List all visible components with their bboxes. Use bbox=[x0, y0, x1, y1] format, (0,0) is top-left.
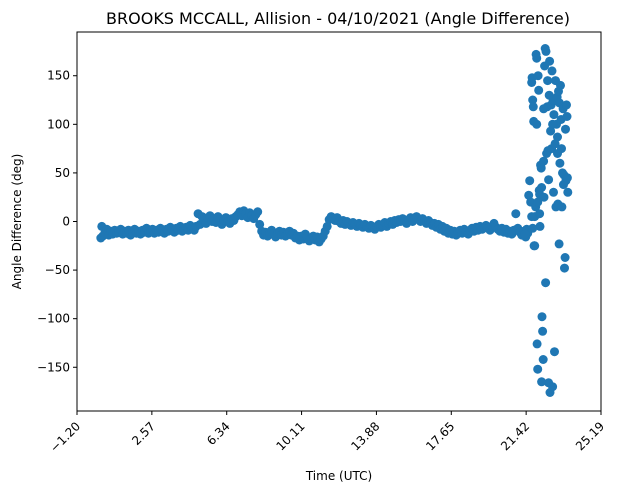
data-point bbox=[539, 104, 549, 114]
data-point bbox=[549, 187, 558, 197]
data-point bbox=[562, 173, 572, 183]
data-point bbox=[537, 312, 547, 322]
data-point bbox=[535, 209, 545, 219]
data-point bbox=[322, 221, 332, 231]
data-point bbox=[537, 183, 547, 192]
data-point bbox=[557, 202, 567, 212]
data-point bbox=[511, 209, 521, 219]
data-point bbox=[553, 149, 562, 158]
data-point bbox=[553, 132, 562, 142]
y-tick-label: 150 bbox=[47, 69, 70, 83]
data-point bbox=[539, 156, 549, 166]
data-point bbox=[546, 126, 556, 136]
plot-frame bbox=[76, 31, 602, 412]
y-tick-label: 0 bbox=[62, 215, 70, 229]
data-point bbox=[561, 124, 570, 134]
x-tick-label: −1.20 bbox=[47, 419, 83, 455]
data-point bbox=[255, 219, 265, 229]
data-point bbox=[537, 377, 547, 387]
y-tick-label: 50 bbox=[55, 166, 70, 180]
data-point bbox=[527, 212, 537, 222]
data-point bbox=[560, 263, 569, 273]
y-tick-label: −100 bbox=[37, 312, 70, 326]
chart-title: BROOKS MCCALL, Allision - 04/10/2021 (An… bbox=[106, 9, 570, 28]
data-point bbox=[538, 326, 548, 336]
y-tick-label: −150 bbox=[37, 360, 70, 374]
data-point bbox=[528, 223, 538, 233]
x-tick-label: 10.11 bbox=[273, 419, 307, 453]
data-point bbox=[533, 364, 543, 374]
data-point bbox=[544, 175, 554, 185]
y-tick-label: −50 bbox=[45, 263, 70, 277]
data-point bbox=[562, 112, 572, 121]
data-point bbox=[253, 207, 263, 217]
data-point bbox=[560, 253, 570, 262]
x-tick-label: 2.57 bbox=[129, 419, 158, 448]
axis-ticks: −1.20 2.57 6.34 10.11 13.88 17.65 21.42 25.19 −1… bbox=[37, 69, 607, 455]
y-tick-label: 100 bbox=[47, 117, 70, 131]
data-point bbox=[533, 71, 543, 81]
x-tick-label: 21.42 bbox=[498, 419, 532, 453]
data-point bbox=[520, 229, 530, 239]
data-point bbox=[525, 176, 535, 186]
data-point bbox=[533, 197, 543, 207]
data-point bbox=[532, 53, 542, 63]
data-point bbox=[548, 382, 558, 392]
data-point bbox=[530, 241, 540, 251]
data-point bbox=[535, 221, 545, 231]
data-point bbox=[554, 239, 564, 249]
data-point bbox=[562, 100, 571, 110]
x-tick-label: 25.19 bbox=[573, 419, 607, 453]
data-point bbox=[541, 46, 551, 56]
data-point bbox=[524, 190, 534, 200]
data-point bbox=[545, 56, 555, 66]
data-point bbox=[547, 66, 557, 76]
data-point bbox=[556, 80, 565, 90]
data-point bbox=[534, 85, 544, 95]
data-point bbox=[536, 163, 546, 173]
data-point bbox=[549, 110, 559, 120]
data-point bbox=[532, 119, 542, 129]
x-axis-label: Time (UTC) bbox=[305, 469, 372, 483]
x-tick-label: 17.65 bbox=[423, 419, 457, 453]
data-points bbox=[96, 44, 573, 397]
data-point bbox=[548, 119, 558, 129]
data-point bbox=[532, 339, 542, 349]
y-axis-label: Angle Difference (deg) bbox=[10, 154, 24, 290]
data-point bbox=[550, 139, 560, 149]
data-point bbox=[528, 102, 538, 112]
data-point bbox=[541, 278, 551, 288]
data-point bbox=[550, 347, 559, 357]
data-point bbox=[543, 76, 553, 86]
data-point bbox=[539, 192, 549, 202]
x-tick-label: 6.34 bbox=[204, 419, 233, 448]
data-point bbox=[555, 158, 565, 168]
data-point bbox=[563, 187, 573, 197]
x-tick-label: 13.88 bbox=[348, 419, 382, 453]
data-point bbox=[538, 355, 548, 364]
data-point bbox=[528, 95, 538, 105]
